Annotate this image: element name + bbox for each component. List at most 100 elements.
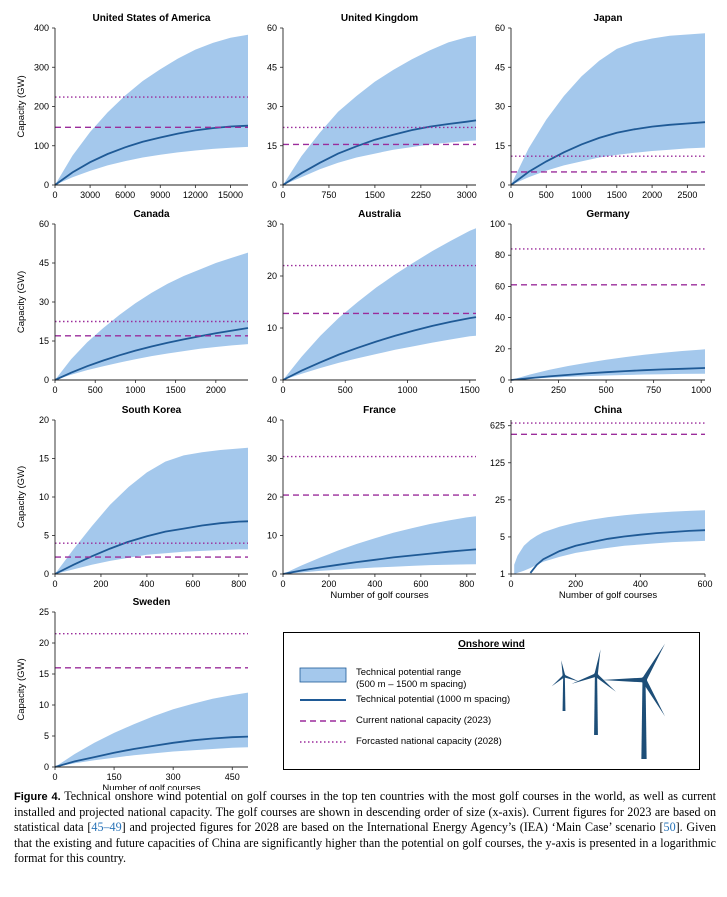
- chart-panel-united-states-of-america: United States of America 0 100 200 300 400 0 30…: [16, 13, 249, 200]
- x-tick-label: 0: [52, 772, 57, 782]
- x-tick-label: 9000: [150, 190, 170, 200]
- y-axis-label: Capacity (GW): [16, 75, 27, 137]
- y-tick-label: 45: [495, 62, 505, 72]
- caption-text-1: Technical onshore wind potential on golf…: [14, 789, 716, 835]
- y-tick-label: 15: [39, 336, 49, 346]
- y-tick-label: 60: [495, 281, 505, 291]
- caption-text-2: ] and projected figures for 2028 are bas…: [121, 820, 664, 835]
- x-tick-label: 1000: [691, 385, 711, 395]
- x-tick-label: 0: [52, 190, 57, 200]
- technical-potential-line: [54, 735, 249, 768]
- legend-forecast-label: Forcasted national capacity (2028): [356, 736, 502, 747]
- technical-potential-range-band: [283, 516, 476, 574]
- y-tick-label: 0: [44, 375, 49, 385]
- technical-potential-range-band: [514, 510, 705, 574]
- y-axis-label: Capacity (GW): [16, 658, 27, 720]
- y-tick-label: 10: [39, 700, 49, 710]
- y-tick-label: 30: [267, 454, 277, 464]
- technical-potential-line: [510, 121, 706, 186]
- chart-panel-canada: Canada 0 15 30 45 60 0 500 1000 1500 2000 Capacity …: [16, 209, 249, 395]
- y-tick-label: 20: [39, 415, 49, 425]
- caption-label: Figure 4.: [14, 791, 61, 803]
- y-tick-label: 300: [34, 62, 49, 72]
- x-tick-label: 200: [321, 579, 336, 589]
- x-tick-label: 200: [93, 579, 108, 589]
- x-tick-label: 0: [508, 190, 513, 200]
- x-tick-label: 1500: [365, 190, 385, 200]
- y-tick-label: 0: [272, 569, 277, 579]
- caption-text-3: ]. Given that the existing and future ca…: [14, 820, 716, 865]
- y-tick-label: 30: [495, 102, 505, 112]
- legend-forecast-line: [300, 741, 346, 743]
- x-tick-label: 1000: [572, 190, 592, 200]
- panel-title: France: [363, 405, 396, 416]
- technical-potential-range-band: [55, 447, 248, 574]
- x-tick-label: 3000: [457, 190, 477, 200]
- y-tick-label: 45: [267, 62, 277, 72]
- legend-current-line: [300, 720, 346, 722]
- y-tick-label: 30: [267, 219, 277, 229]
- x-tick-label: 600: [185, 579, 200, 589]
- y-tick-label: 15: [495, 141, 505, 151]
- y-tick-label: 20: [267, 271, 277, 281]
- x-tick-label: 500: [338, 385, 353, 395]
- technical-potential-line: [282, 548, 477, 575]
- panel-title: Japan: [594, 13, 623, 24]
- x-tick-label: 300: [166, 772, 181, 782]
- y-tick-label: 20: [495, 344, 505, 354]
- x-tick-label: 600: [697, 579, 712, 589]
- technical-potential-range-band: [283, 35, 476, 185]
- y-tick-label: 0: [44, 180, 49, 190]
- turbine-icon: [571, 649, 616, 735]
- legend-title: Onshore wind: [458, 639, 525, 650]
- chart-panel-united-kingdom: United Kingdom 0 15 30 45 60 0 750 1500 2250 3000: [267, 13, 477, 200]
- x-tick-label: 2500: [677, 190, 697, 200]
- x-tick-label: 750: [321, 190, 336, 200]
- y-tick-label: 0: [44, 762, 49, 772]
- y-tick-label: 0: [44, 569, 49, 579]
- y-axis-label: Capacity (GW): [16, 271, 27, 333]
- caption-ref-2[interactable]: 50: [663, 820, 676, 835]
- y-tick-label: 20: [39, 638, 49, 648]
- y-tick-label: 125: [490, 458, 505, 468]
- y-tick-label: 15: [267, 141, 277, 151]
- technical-potential-range-band: [55, 252, 248, 380]
- technical-potential-line: [54, 327, 249, 381]
- x-tick-label: 600: [413, 579, 428, 589]
- x-tick-label: 250: [551, 385, 566, 395]
- x-tick-label: 750: [646, 385, 661, 395]
- x-tick-label: 200: [568, 579, 583, 589]
- x-tick-label: 0: [280, 190, 285, 200]
- y-tick-label: 5: [500, 532, 505, 542]
- y-tick-label: 0: [500, 375, 505, 385]
- x-tick-label: 0: [52, 385, 57, 395]
- panel-title: United States of America: [93, 13, 211, 24]
- y-tick-label: 0: [500, 180, 505, 190]
- technical-potential-range-band: [55, 34, 248, 186]
- panel-title: Germany: [586, 209, 630, 220]
- chart-panel-sweden: Sweden 0 5 10 15 20 25 0 150 300 450 Capacity (GW) N…: [16, 597, 249, 790]
- y-tick-label: 400: [34, 23, 49, 33]
- legend-current-label: Current national capacity (2023): [356, 715, 492, 726]
- y-tick-label: 30: [39, 297, 49, 307]
- panel-title: Canada: [133, 209, 170, 220]
- x-tick-label: 800: [459, 579, 474, 589]
- caption-ref-1[interactable]: 45–49: [91, 820, 122, 835]
- legend-range-sublabel: (500 m – 1500 m spacing): [356, 679, 467, 690]
- x-tick-label: 800: [231, 579, 246, 589]
- y-axis-label: Capacity (GW): [16, 466, 27, 528]
- x-tick-label: 3000: [80, 190, 100, 200]
- chart-panel-china: China 1 5 25 125 625 0 200 400 600 Number of golf …: [490, 405, 713, 601]
- y-tick-label: 1: [500, 569, 505, 579]
- x-tick-label: 2250: [411, 190, 431, 200]
- x-tick-label: 0: [280, 385, 285, 395]
- x-tick-label: 2000: [206, 385, 226, 395]
- x-axis-label: Number of golf courses: [330, 590, 428, 601]
- x-axis-label: Number of golf courses: [102, 783, 200, 790]
- x-tick-label: 2000: [642, 190, 662, 200]
- turbine-icon: [602, 643, 665, 759]
